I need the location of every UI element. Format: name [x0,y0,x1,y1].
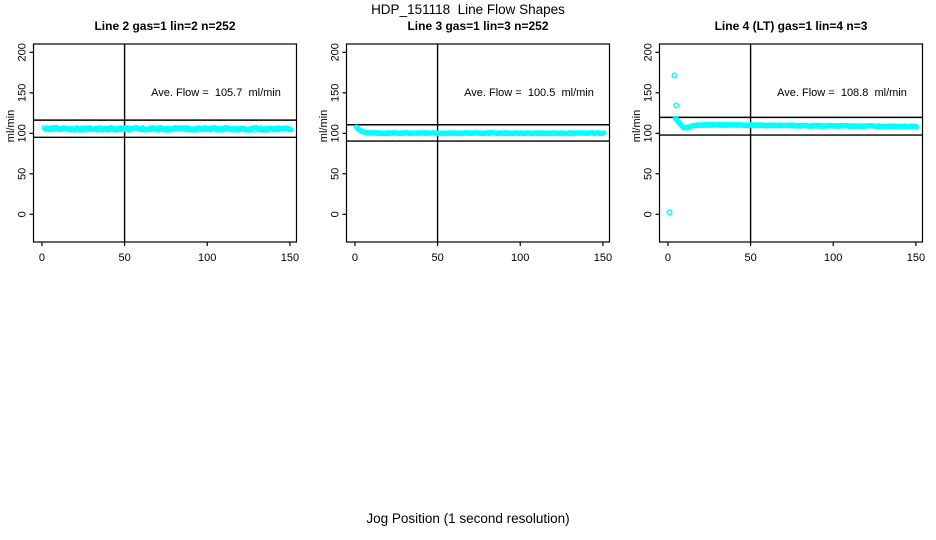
outlier-point [673,102,680,109]
y-tick-label: 50 [643,168,655,180]
data-point [601,130,607,136]
x-tick-label: 100 [511,252,529,264]
plot-box [658,43,924,243]
x-tick-label: 50 [431,252,443,264]
x-tick-label: 150 [594,252,612,264]
y-tick-label: 150 [17,84,29,102]
y-tick-label: 150 [330,84,342,102]
x-tick-label: 50 [744,252,756,264]
y-tick-label: 0 [17,211,29,217]
outlier-point [666,209,673,216]
x-tick-label: 0 [352,252,358,264]
line-4-chart: 0 50 100 150 0 50 100 150 200 [643,43,926,264]
data-point [914,124,920,130]
panel-line-4: 0 50 100 150 0 50 100 150 200 Line 4 (LT) gas=1 … [626,0,936,280]
y-tick-label: 200 [643,43,655,61]
data-point [288,126,294,133]
y-tick-label: 150 [643,84,655,102]
figure-title: HDP_151118 Line Flow Shapes [371,2,565,17]
y-tick-label: 0 [330,211,342,217]
x-tick-label: 100 [198,252,216,264]
y-tick-label: 50 [17,168,29,180]
line-2-chart: 0 50 100 150 0 50 100 150 200 [17,43,300,264]
x-tick-label: 0 [39,252,45,264]
y-tick-label: 200 [330,43,342,61]
ave-flow-annotation: Ave. Flow = 105.7 ml/min [151,87,281,99]
panel-title: Line 2 gas=1 lin=2 n=252 [94,19,236,33]
ave-flow-annotation: Ave. Flow = 108.8 ml/min [777,87,907,99]
y-tick-label: 50 [330,168,342,180]
panel-title: Line 3 gas=1 lin=3 n=252 [407,19,549,33]
panel-line-2: 0 50 100 150 0 50 100 150 200 Line 2 gas=1 lin=2… [0,0,312,280]
x-axis-label: Jog Position (1 second resolution) [366,511,570,526]
y-tick-label: 100 [330,124,342,142]
panel-title: Line 4 (LT) gas=1 lin=4 n=3 [714,19,868,33]
outlier-point [671,72,678,79]
y-axis-label: ml/min [631,109,643,143]
y-axis-label: ml/min [5,109,17,143]
x-tick-label: 0 [665,252,671,264]
y-tick-label: 100 [17,124,29,142]
panel-line-3: 0 50 100 150 0 50 100 150 200 Line 3 gas=1 lin=3… [313,0,625,280]
plot-box [32,43,298,243]
x-tick-label: 150 [907,252,925,264]
x-tick-label: 100 [824,252,842,264]
y-tick-label: 0 [643,211,655,217]
plot-box [345,43,611,243]
line-3-chart: 0 50 100 150 0 50 100 150 200 [330,43,613,264]
y-tick-label: 200 [17,43,29,61]
y-tick-label: 100 [643,124,655,142]
x-tick-label: 50 [118,252,130,264]
y-axis-label: ml/min [318,109,330,143]
x-tick-label: 150 [281,252,299,264]
ave-flow-annotation: Ave. Flow = 100.5 ml/min [464,87,594,99]
